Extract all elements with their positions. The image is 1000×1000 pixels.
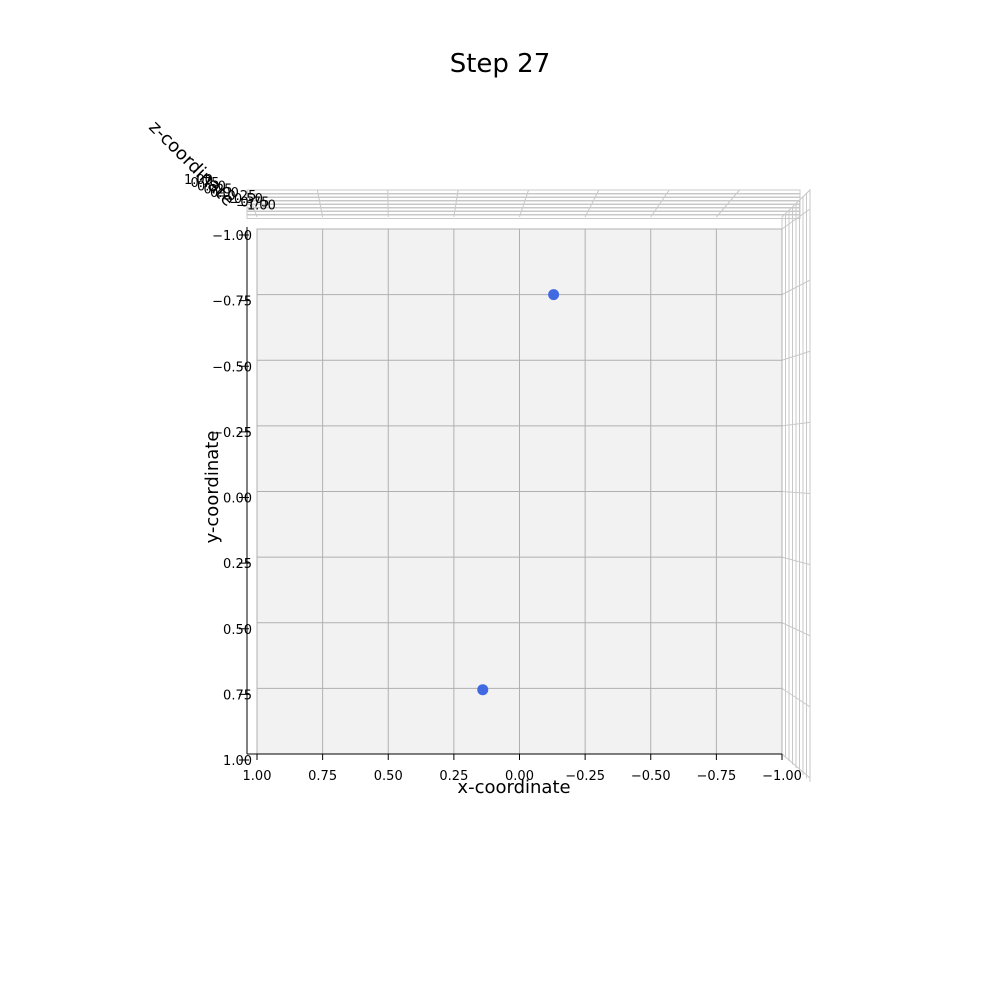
pane-connector [781,189,811,218]
z-axis-label: z-coordinate [144,117,238,211]
pane-connector [781,279,811,296]
y-tick-label: 1.00 [223,754,252,769]
x-tick-label: 0.00 [505,769,534,784]
pane-connector [781,753,811,779]
y-axis-label: y-coordinate [202,431,223,544]
x-tick-label: −0.50 [631,769,671,784]
pane-connector [519,189,529,218]
y-tick-label: −0.25 [212,426,252,441]
pane-connector [781,687,811,708]
data-points [477,289,560,696]
pane-connector [781,556,811,566]
x-tick-label: 0.50 [374,769,403,784]
data-point [548,289,560,301]
y-tick-label: 0.00 [223,492,252,507]
z-tick-label: 1.00 [184,173,213,188]
z-tick-label: 0.25 [204,183,233,198]
y-tick-label: −0.50 [212,360,252,375]
z-tick-label: −0.25 [217,189,257,204]
chart-title: Step 27 [450,49,551,79]
pane-connector [584,189,600,218]
z-tick-labels: 1.000.750.500.250.00−0.25−0.50−0.75−1.00 [184,173,276,214]
y-tick-label: −0.75 [212,295,252,310]
z-tick-label: 0.50 [197,179,226,194]
y-tick-label: 0.25 [223,557,252,572]
data-point [477,684,489,696]
x-tick-label: 0.75 [308,769,337,784]
pane-connector [387,189,389,218]
pane-connector [781,208,811,230]
x-tick-labels: 1.00 0.75 0.50 0.25 0.00 −0.25 −0.50 −0.75 −1.00 [243,754,802,784]
y-tick-label: 0.50 [223,623,252,638]
x-tick-label: −1.00 [762,769,802,784]
z-tick-label: −1.00 [236,199,276,214]
pane-connector [781,421,811,427]
y-tick-label: 0.75 [223,688,252,703]
x-tick-label: −0.25 [565,769,605,784]
x-axis-label: x-coordinate [457,777,570,798]
x-tick-label: −0.75 [696,769,736,784]
axis-lines [246,227,782,755]
pane-connector [453,189,459,218]
pane-connector [246,189,258,218]
pane-connector [316,189,324,218]
pane-connector [650,189,670,218]
pane-connector [781,491,811,494]
z-tick-label: −0.50 [223,192,263,207]
y-tick-label: −1.00 [212,229,252,244]
z-tick-label: 0.75 [191,176,220,191]
y-tick-labels: −1.00 −0.75 −0.50 −0.25 0.00 0.25 0.50 0.75 1.00 [212,229,252,769]
x-tick-label: 1.00 [243,769,272,784]
pane-connector [781,350,811,361]
x-tick-label: 0.25 [439,769,468,784]
pane-connector [781,622,811,637]
z-tick-label: −0.75 [230,195,270,210]
pane-connector [715,189,741,218]
z-tick-label: 0.00 [210,186,239,201]
